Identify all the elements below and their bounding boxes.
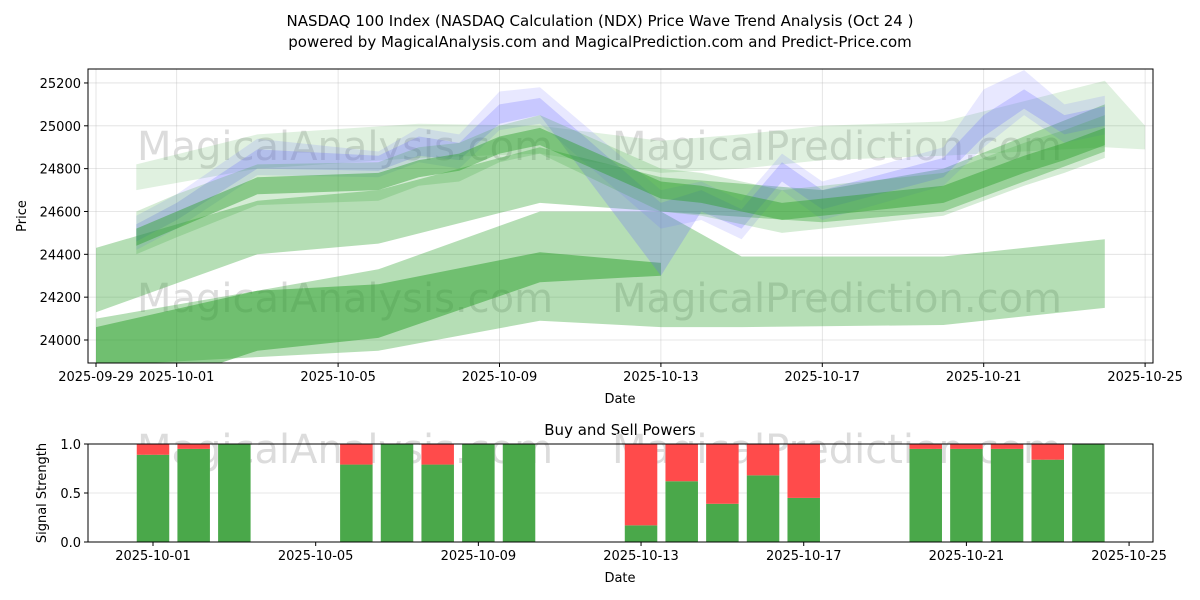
wave-low-dark-band: [96, 252, 661, 363]
buy-bar: [380, 444, 414, 542]
buy-bar: [502, 444, 536, 542]
top-x-tick-label: 2025-10-25: [1107, 370, 1183, 385]
chart-subtitle: powered by MagicalAnalysis.com and Magic…: [288, 33, 912, 51]
bottom-x-tick-label: 2025-10-09: [441, 549, 517, 564]
wave-green-wide-band: [136, 115, 1105, 255]
power-bars: [136, 444, 1105, 542]
sell-bar: [624, 444, 658, 526]
bottom-x-tick-label: 2025-10-01: [115, 549, 191, 564]
bottom-x-tick-label: 2025-10-25: [1091, 549, 1167, 564]
top-y-tick-label: 25000: [40, 120, 81, 135]
wave-mid-light-band: [96, 104, 1105, 313]
buy-bar: [909, 448, 942, 542]
sell-bar: [990, 444, 1024, 449]
bottom-title: Buy and Sell Powers: [544, 421, 696, 439]
buy-bar: [340, 464, 373, 542]
buy-bar: [136, 454, 170, 542]
top-x-tick-label: 2025-10-17: [785, 370, 861, 385]
buy-bar: [950, 448, 983, 542]
bottom-x-tick-label: 2025-10-17: [766, 549, 842, 564]
top-x-label: Date: [604, 392, 635, 407]
wave-blue-core-band: [136, 89, 1105, 276]
sell-bar: [340, 444, 373, 465]
buy-bar: [787, 497, 820, 542]
bottom-y-tick-label: 0.0: [60, 536, 81, 551]
top-x-tick-label: 2025-10-13: [623, 370, 699, 385]
bottom-ticks: 2025-10-01 2025-10-05 2025-10-09 2025-10-13…: [60, 438, 1167, 564]
top-y-tick-label: 25200: [40, 77, 81, 92]
top-y-label: Price: [15, 200, 30, 232]
buy-bar: [177, 448, 210, 542]
bottom-y-tick-label: 0.5: [60, 487, 81, 502]
wave-green-core-band: [136, 127, 1105, 246]
top-y-tick-label: 24400: [40, 248, 81, 263]
wave-blue-wide-band: [136, 70, 1105, 250]
wave-upper-light-band: [136, 80, 1146, 191]
top-y-tick-label: 24800: [40, 163, 81, 178]
buy-bar: [1031, 459, 1064, 542]
bottom-x-tick-label: 2025-10-05: [278, 549, 354, 564]
sell-bar: [706, 444, 739, 504]
sell-bar: [950, 444, 983, 449]
buy-bar: [746, 475, 780, 542]
bottom-y-tick-label: 1.0: [60, 438, 81, 453]
top-x-tick-label: 2025-09-29: [58, 370, 134, 385]
top-x-tick-label: 2025-10-21: [946, 370, 1022, 385]
sell-bar: [787, 444, 820, 498]
chart-title: NASDAQ 100 Index (NASDAQ Calculation (ND…: [287, 12, 914, 30]
bottom-x-tick-label: 2025-10-21: [929, 549, 1005, 564]
sell-bar: [177, 444, 210, 449]
buy-bar: [665, 481, 698, 542]
top-y-tick-label: 24200: [40, 291, 81, 306]
watermark-prediction-2: MagicalPrediction.com: [612, 276, 1062, 322]
watermark-analysis: MagicalAnalysis.com: [137, 124, 553, 170]
sell-bar: [909, 444, 942, 449]
watermark-prediction: MagicalPrediction.com: [612, 124, 1062, 170]
top-y-tick-label: 24600: [40, 205, 81, 220]
sell-bar: [421, 444, 454, 465]
top-axes-frame: [87, 68, 1154, 364]
top-grid: [88, 69, 1153, 363]
buy-bar: [624, 525, 658, 542]
bottom-x-tick-label: 2025-10-13: [603, 549, 679, 564]
sell-bar: [1031, 444, 1064, 460]
buy-bar: [462, 444, 495, 542]
buy-bar: [218, 444, 251, 542]
top-x-tick-label: 2025-10-05: [300, 370, 376, 385]
top-x-tick-label: 2025-10-09: [462, 370, 538, 385]
sell-bar: [746, 444, 780, 476]
buy-bar: [706, 503, 739, 542]
sell-bar: [136, 444, 170, 455]
top-x-tick-label: 2025-10-01: [139, 370, 215, 385]
top-y-tick-label: 24000: [40, 334, 81, 349]
buy-bar: [990, 448, 1024, 542]
wave-bands: [96, 70, 1146, 363]
sell-bar: [665, 444, 698, 482]
bottom-x-label: Date: [604, 571, 635, 586]
buy-bar: [421, 464, 454, 542]
bottom-y-label: Signal Strength: [35, 443, 50, 543]
top-ticks: 2025-09-29 2025-10-01 2025-10-05 2025-10-09…: [40, 77, 1183, 385]
buy-bar: [1072, 444, 1105, 542]
